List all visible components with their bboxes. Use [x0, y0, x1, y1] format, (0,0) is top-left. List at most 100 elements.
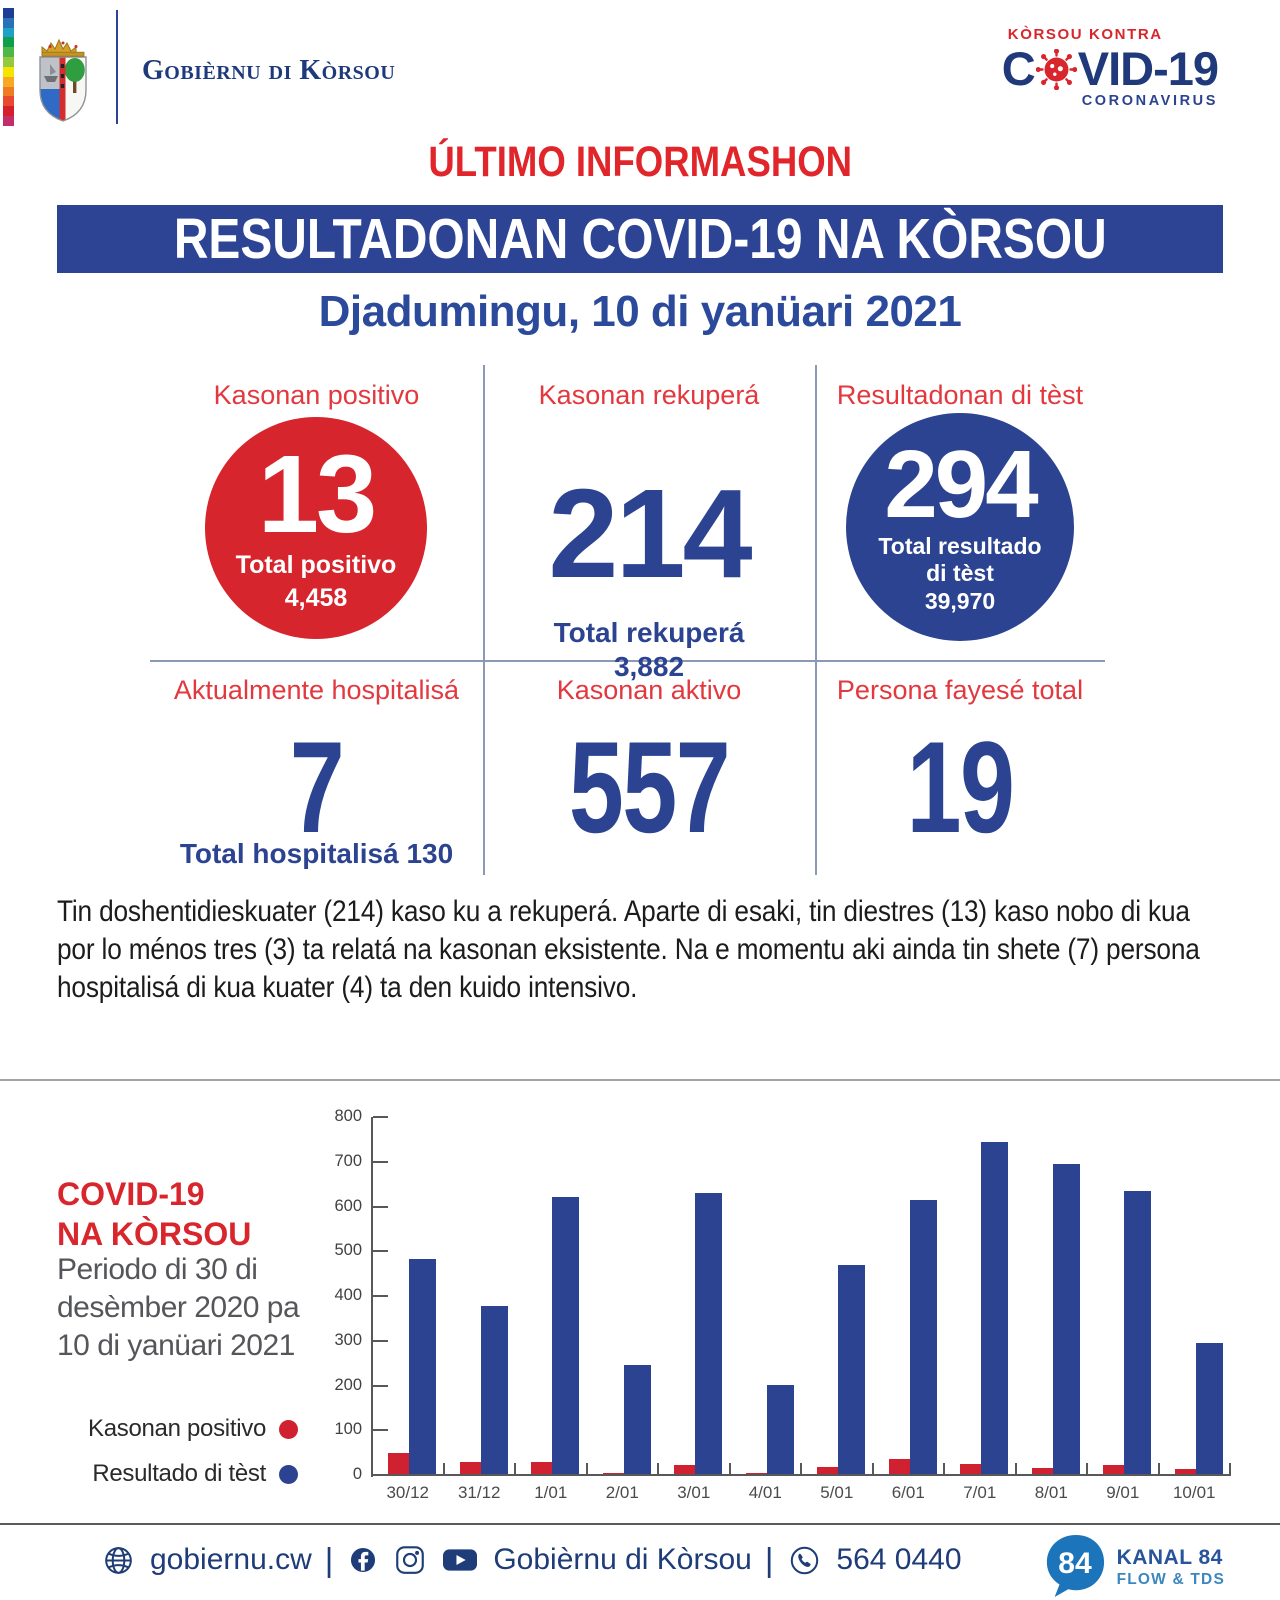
bar-kasonan-positivo-2/01 [602, 1472, 624, 1474]
stripe-segment-4 [3, 47, 14, 58]
stat-hospitalized: Aktualmente hospitalisá 7 Total hospital… [150, 660, 483, 875]
y-tick-label-0: 0 [352, 1465, 362, 1483]
logo-letter-c: C [1001, 42, 1036, 95]
stat-tests: Resultadonan di tèst 294 Total resultado… [815, 365, 1105, 660]
tests-value: 294 [884, 430, 1038, 538]
footer-phone[interactable]: 564 0440 [836, 1543, 962, 1576]
y-tick-600 [373, 1205, 388, 1208]
bar-kasonan-positivo-3/01 [674, 1465, 695, 1474]
stat-recovered: Kasonan rekuperá 214 Total rekuperá 3,88… [483, 365, 815, 682]
footer-social-name[interactable]: Gobièrnu di Kòrsou [493, 1543, 752, 1576]
footer-contact: gobiernu.cw | Gobièrnu di Kòrsou | 564 0… [100, 1541, 962, 1579]
x-tick-6 [800, 1463, 802, 1474]
x-tick-9 [1014, 1463, 1017, 1474]
youtube-icon[interactable] [440, 1543, 480, 1577]
legend-item-1: Resultado di tèst [57, 1460, 298, 1488]
curacao-coat-of-arms [39, 38, 87, 122]
x-label-4/01: 4/01 [748, 1483, 782, 1502]
y-tick-label-300: 300 [334, 1330, 362, 1349]
report-date: Djadumingu, 10 di yanüari 2021 [318, 287, 962, 336]
tests-circle: 294 Total resultado di tèst 39,970 [846, 413, 1074, 641]
chart-title: COVID-19 NA KÒRSOU [57, 1174, 251, 1254]
footer-website[interactable]: gobiernu.cw [150, 1543, 312, 1576]
stat-positive-label: Kasonan positivo [213, 380, 420, 410]
summary-paragraph: Tin doshentidieskuater (214) kaso ku a r… [57, 895, 1200, 1005]
covid19-logo: KÒRSOU KONTRA C VID-19 CORONAVIRUS [1001, 26, 1219, 109]
y-tick-label-400: 400 [334, 1286, 362, 1304]
y-tick-label-200: 200 [334, 1375, 362, 1394]
chart-subtitle: Periodo di 30 di desèmber 2020 pa 10 di … [57, 1253, 300, 1362]
stripe-segment-5 [3, 57, 14, 67]
header-divider [116, 10, 118, 124]
y-tick-800 [373, 1116, 388, 1118]
bar-kasonan-positivo-5/01 [817, 1466, 838, 1474]
y-tick-300 [373, 1339, 388, 1342]
y-tick-label-500: 500 [334, 1241, 362, 1260]
results-banner: RESULTADONAN COVID-19 NA KÒRSOU [57, 205, 1223, 273]
x-tick-10 [1086, 1463, 1088, 1474]
y-tick-label-100: 100 [334, 1420, 362, 1439]
active-value: 557 [568, 714, 731, 860]
bar-resultado-di-t-st-9/01 [1124, 1190, 1151, 1474]
bar-kasonan-positivo-30/12 [388, 1452, 409, 1474]
facebook-icon[interactable] [346, 1543, 380, 1577]
kanal84-bubble-icon: 84 [1046, 1535, 1104, 1598]
page-title: ÚLTIMO INFORMASHON [428, 138, 852, 186]
tests-total-label-1: Total resultado [878, 533, 1042, 560]
hospitalized-total: Total hospitalisá 130 [179, 838, 454, 869]
grid-hline [150, 660, 1105, 662]
bar-resultado-di-t-st-4/01 [766, 1384, 794, 1474]
x-tick-4 [657, 1463, 659, 1474]
bar-kasonan-positivo-6/01 [888, 1459, 910, 1474]
rainbow-stripe [3, 8, 14, 126]
stat-deceased: Persona fayesé total 19 [815, 660, 1105, 875]
virus-icon [1035, 49, 1077, 90]
grid-vline-2 [815, 365, 817, 875]
logo-tagline: KÒRSOU KONTRA [1007, 26, 1163, 43]
recovered-value: 214 [548, 463, 752, 604]
x-label-10/01: 10/01 [1172, 1483, 1216, 1502]
y-tick-700 [373, 1160, 388, 1163]
x-tick-3 [585, 1463, 588, 1474]
y-tick-label-800: 800 [334, 1107, 362, 1125]
x-label-2/01: 2/01 [605, 1483, 639, 1502]
bar-kasonan-positivo-8/01 [1031, 1468, 1053, 1474]
deceased-value: 19 [906, 714, 1015, 860]
y-tick-400 [373, 1295, 388, 1297]
bar-resultado-di-t-st-10/01 [1195, 1343, 1223, 1474]
x-tick-5 [728, 1463, 731, 1474]
stat-active-label: Kasonan aktivo [556, 675, 742, 705]
stat-hospitalized-label: Aktualmente hospitalisá [173, 675, 460, 705]
instagram-icon[interactable] [393, 1543, 427, 1577]
x-tick-1 [442, 1463, 445, 1474]
x-tick-12 [1229, 1463, 1231, 1474]
kanal84-logo: 84 KANAL 84 FLOW & TDS [1043, 1533, 1225, 1600]
stripe-segment-8 [3, 86, 14, 97]
x-tick-2 [514, 1463, 516, 1474]
bar-resultado-di-t-st-7/01 [981, 1141, 1008, 1474]
bar-kasonan-positivo-7/01 [960, 1463, 981, 1474]
bar-resultado-di-t-st-8/01 [1052, 1163, 1080, 1474]
positive-value: 13 [257, 433, 377, 557]
whatsapp-icon[interactable] [786, 1542, 823, 1579]
positive-circle: 13 Total positivo 4,458 [205, 417, 427, 639]
y-tick-100 [373, 1429, 388, 1432]
legend-dot [279, 1419, 298, 1439]
x-label-7/01: 7/01 [963, 1483, 997, 1502]
stat-positive: Kasonan positivo 13 Total positivo 4,458 [150, 365, 483, 660]
legend-dot [279, 1464, 298, 1484]
bar-kasonan-positivo-10/01 [1174, 1469, 1196, 1474]
y-axis-line [371, 1117, 373, 1477]
kanal84-name: KANAL 84 [1116, 1545, 1223, 1569]
stripe-segment-9 [3, 96, 14, 107]
x-label-1/01: 1/01 [534, 1483, 568, 1502]
x-tick-8 [943, 1463, 945, 1474]
recovered-total-value: 3,882 [613, 651, 685, 682]
stat-deceased-label: Persona fayesé total [836, 675, 1084, 705]
x-tick-11 [1157, 1463, 1160, 1474]
government-name: Gobièrnu di Kòrsou [142, 55, 396, 86]
chart-legend: Kasonan positivo Resultado di tèst [57, 1415, 298, 1505]
logo-vid19: VID-19 [1077, 42, 1219, 95]
stripe-segment-2 [3, 27, 14, 38]
